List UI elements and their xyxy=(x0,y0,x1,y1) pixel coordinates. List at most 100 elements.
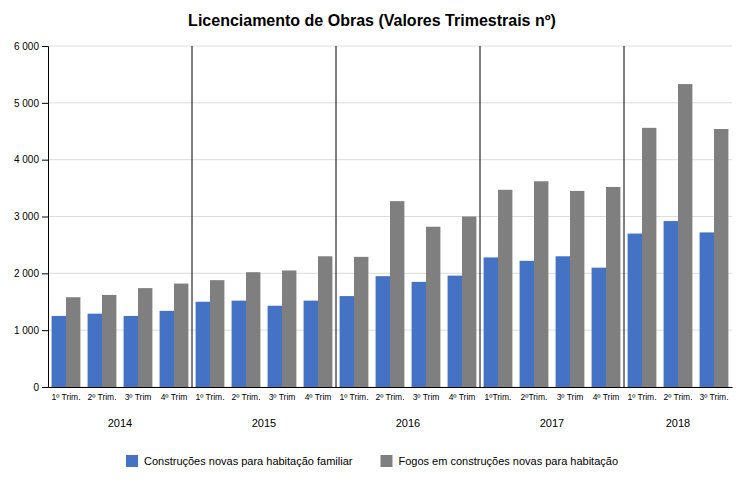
bar xyxy=(556,256,570,387)
tick-label: 3º Trim xyxy=(557,392,584,402)
tick-label: 3º Trim. xyxy=(699,392,728,402)
legend: Construções novas para habitação familia… xyxy=(126,455,618,467)
series xyxy=(66,84,728,387)
title: Licenciamento de Obras (Valores Trimestr… xyxy=(188,12,556,29)
bar xyxy=(52,316,66,387)
group-separator xyxy=(336,46,337,387)
tick-label: 1º Trim. xyxy=(51,392,80,402)
annotation: 2016 xyxy=(396,417,420,429)
tick-label: 4 000 xyxy=(14,154,39,165)
group-separator xyxy=(480,46,481,387)
axis-domain xyxy=(49,387,733,388)
x-tick: 2º Trim. xyxy=(231,387,260,402)
tick-label: 4º Trim xyxy=(305,392,332,402)
x-tick: 3º Trim xyxy=(269,387,296,402)
tick-label: 1 000 xyxy=(14,325,39,336)
tick-label: 2º Trim. xyxy=(87,392,116,402)
tick-label: 3 000 xyxy=(14,211,39,222)
x-tick: 2ºTrim. xyxy=(521,387,548,402)
bar xyxy=(570,191,584,387)
tick-mark xyxy=(42,273,48,274)
tick-label: 3º Trim xyxy=(269,392,296,402)
tick-label: 0 xyxy=(33,382,39,393)
y-tick: 1 000 xyxy=(14,325,48,336)
y-axis: 0 1 000 2 000 3 000 4 000 5 000 6 000 xyxy=(14,41,49,393)
tick-mark xyxy=(42,103,48,104)
tick-label: 1º Trim. xyxy=(339,392,368,402)
y-tick: 5 000 xyxy=(14,98,48,109)
tick-mark xyxy=(42,46,48,47)
x-tick: 4º Trim xyxy=(593,387,620,402)
bar xyxy=(700,232,714,387)
tick-label: 2ºTrim. xyxy=(521,392,548,402)
bar xyxy=(340,296,354,387)
y-tick: 2 000 xyxy=(14,268,48,279)
tick-label: 3º Trim xyxy=(413,392,440,402)
x-tick: 2º Trim. xyxy=(375,387,404,402)
bar xyxy=(642,128,656,387)
bar xyxy=(196,302,210,387)
tick-mark xyxy=(42,217,48,218)
tick-label: 4º Trim xyxy=(449,392,476,402)
bar xyxy=(124,316,138,387)
bar xyxy=(498,190,512,387)
x-tick: 3º Trim xyxy=(413,387,440,402)
grid xyxy=(48,46,732,387)
bar xyxy=(592,268,606,387)
bar xyxy=(160,311,174,387)
bar xyxy=(534,181,548,387)
bar xyxy=(448,276,462,387)
bar xyxy=(354,257,368,387)
y-tick: 4 000 xyxy=(14,154,48,165)
x-tick: 4º Trim xyxy=(449,387,476,402)
bar xyxy=(462,217,476,388)
axis-domain xyxy=(42,47,49,388)
bar xyxy=(210,280,224,387)
bar xyxy=(246,272,260,387)
x-tick: 2º Trim. xyxy=(663,387,692,402)
bar xyxy=(606,187,620,387)
tick-label: 4º Trim xyxy=(161,392,188,402)
tick-label: 1º Trim. xyxy=(195,392,224,402)
grid-line xyxy=(48,46,732,47)
bar xyxy=(88,314,102,387)
annotation: 2015 xyxy=(252,417,276,429)
x-tick: 3º Trim xyxy=(557,387,584,402)
annotation: 2018 xyxy=(666,417,690,429)
bar xyxy=(318,256,332,387)
tick-label: 2º Trim. xyxy=(231,392,260,402)
tick-label: 4º Trim xyxy=(593,392,620,402)
bar xyxy=(664,221,678,387)
x-tick: 4º Trim xyxy=(305,387,332,402)
y-tick: 6 000 xyxy=(14,41,48,52)
legend-item: Fogos em construções novas para habitaçã… xyxy=(380,455,618,467)
bar xyxy=(268,306,282,387)
bar xyxy=(174,284,188,387)
bar xyxy=(426,227,440,387)
bar xyxy=(520,261,534,387)
bar xyxy=(232,301,246,387)
x-tick: 3º Trim. xyxy=(699,387,728,402)
grid-line xyxy=(48,159,732,160)
x-tick: 2º Trim. xyxy=(87,387,116,402)
group-separator xyxy=(192,46,193,387)
annotation: 2017 xyxy=(540,417,564,429)
bar xyxy=(138,288,152,387)
x-tick: 1º Trim. xyxy=(51,387,80,402)
y-tick: 3 000 xyxy=(14,211,48,222)
bar xyxy=(66,297,80,387)
group-separator xyxy=(624,46,625,387)
tick-label: 2º Trim. xyxy=(375,392,404,402)
x-axis: 1º Trim. 2º Trim. 3º Trim 4º Trim 1º Trim. 2º… xyxy=(49,387,733,402)
x-tick: 4º Trim xyxy=(161,387,188,402)
annotations: 2014 2015 2016 2017 2018 xyxy=(108,417,690,429)
bar xyxy=(628,234,642,387)
tick-label: 1ºTrim. xyxy=(485,392,512,402)
x-tick: 1º Trim. xyxy=(627,387,656,402)
bar xyxy=(412,282,426,387)
x-tick: 1º Trim. xyxy=(339,387,368,402)
chart: Licenciamento de Obras (Valores Trimestr… xyxy=(0,0,744,487)
tick-mark xyxy=(42,387,48,388)
annotation: 2014 xyxy=(108,417,132,429)
y-tick: 0 xyxy=(33,382,48,393)
